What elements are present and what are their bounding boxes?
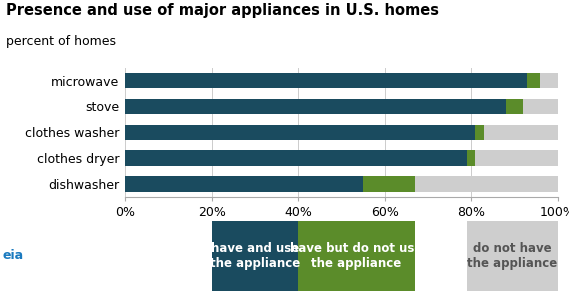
Bar	[484, 125, 558, 140]
Bar	[125, 176, 363, 192]
Text: do not have
the appliance: do not have the appliance	[467, 242, 558, 270]
Bar	[125, 151, 467, 166]
Text: percent of homes: percent of homes	[6, 35, 116, 48]
Bar	[125, 99, 506, 114]
Bar	[476, 151, 558, 166]
Bar	[415, 176, 558, 192]
Bar	[125, 73, 527, 88]
Bar	[363, 176, 415, 192]
Bar	[125, 125, 476, 140]
Text: Presence and use of major appliances in U.S. homes: Presence and use of major appliances in …	[6, 3, 439, 18]
Bar	[523, 99, 558, 114]
Text: have but do not use
the appliance: have but do not use the appliance	[290, 242, 423, 270]
Bar	[527, 73, 541, 88]
Bar	[467, 151, 476, 166]
Bar	[476, 125, 484, 140]
Text: eia: eia	[3, 249, 24, 262]
Bar	[506, 99, 523, 114]
Bar	[541, 73, 558, 88]
Text: have and use
the appliance: have and use the appliance	[210, 242, 300, 270]
